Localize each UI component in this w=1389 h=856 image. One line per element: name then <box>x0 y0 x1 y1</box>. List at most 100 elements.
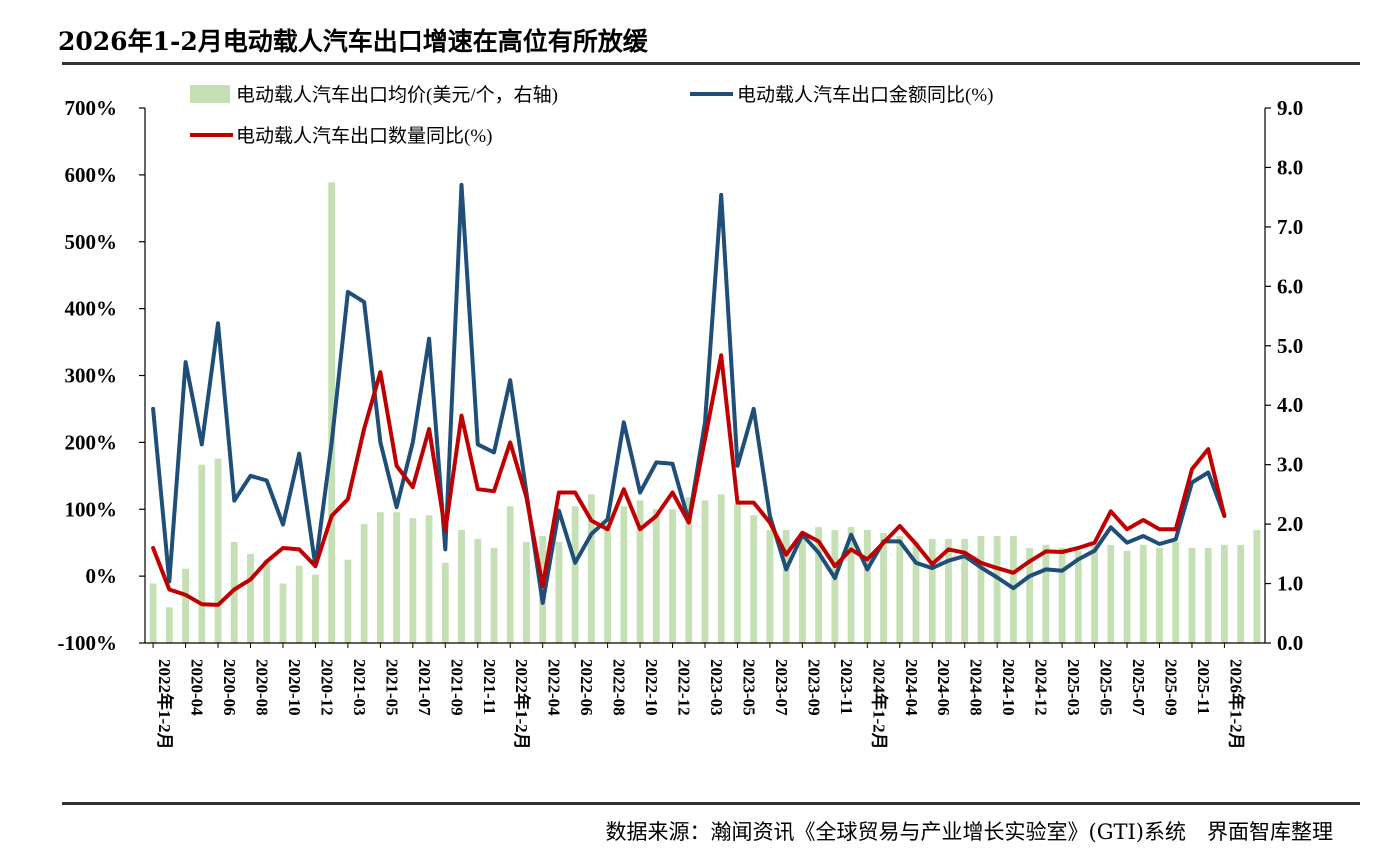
price-bar <box>587 494 595 643</box>
x-tick-label: 2021-07 <box>415 659 434 716</box>
price-bar <box>798 533 806 643</box>
y-left-tick-label: -100% <box>58 631 118 655</box>
y-right-tick-label: 1.0 <box>1277 572 1303 596</box>
price-bar <box>295 565 303 643</box>
price-bar <box>1058 547 1066 643</box>
y-left-tick-label: 700% <box>65 96 118 120</box>
price-bar <box>393 512 401 643</box>
price-bar <box>230 541 238 643</box>
source-note: 数据来源：瀚闻资讯《全球贸易与产业增长实验室》(GTI)系统 界面智库整理 <box>605 820 1333 844</box>
price-bar <box>1221 544 1228 643</box>
y-left-tick-label: 500% <box>65 230 118 254</box>
price-bar <box>1026 547 1034 643</box>
y-right-tick-label: 3.0 <box>1277 453 1303 477</box>
ticks-layer: -100% 0% 100% 200% 300% 400% 500% 600% 700% 0.0 1.… <box>58 96 1304 750</box>
price-bar <box>458 530 465 643</box>
x-tick-label: 2020-10 <box>285 659 304 716</box>
price-bar <box>149 583 157 643</box>
price-bar <box>880 533 887 643</box>
y-left-tick-label: 400% <box>65 297 118 321</box>
x-tick-label: 2025-07 <box>1129 659 1148 716</box>
price-bar <box>896 536 904 643</box>
x-tick-label: 2022-04 <box>545 659 564 716</box>
price-bar <box>425 515 433 643</box>
price-bar <box>636 500 644 643</box>
y-left-tick-label: 0% <box>86 564 118 588</box>
price-bar <box>1042 544 1050 643</box>
bottom-rule <box>62 802 1360 805</box>
price-bar <box>441 562 449 643</box>
x-tick-label: 2024-12 <box>1032 659 1051 716</box>
price-bar <box>831 530 839 643</box>
legend-label-quantity-yoy: 电动载人汽车出口数量同比(%) <box>236 125 492 147</box>
price-bar <box>734 503 741 643</box>
price-bar <box>1188 547 1196 643</box>
price-bar <box>717 494 725 643</box>
price-bar <box>247 553 254 643</box>
price-bar <box>945 538 952 643</box>
y-right-tick-label: 8.0 <box>1277 155 1303 179</box>
price-bar <box>961 538 969 643</box>
price-bar <box>1107 544 1115 643</box>
y-left-tick-label: 300% <box>65 364 118 388</box>
x-tick-label: 2025-09 <box>1161 659 1180 716</box>
legend-label-avg-price: 电动载人汽车出口均价(美元/个，右轴) <box>236 84 558 106</box>
x-tick-label: 2024-04 <box>902 659 921 716</box>
price-bar <box>766 530 774 643</box>
x-tick-label: 2021-09 <box>447 659 466 716</box>
y-right-tick-label: 5.0 <box>1277 334 1303 358</box>
price-bar <box>344 559 352 643</box>
y-right-tick-label: 7.0 <box>1277 215 1303 239</box>
price-bar <box>409 518 417 643</box>
price-bar <box>847 527 855 643</box>
price-bar <box>993 536 1001 643</box>
x-tick-label: 2023-05 <box>739 659 758 716</box>
top-rule <box>62 62 1360 65</box>
x-tick-label: 2021-03 <box>350 659 369 716</box>
quantity-yoy-line <box>151 353 1227 607</box>
x-tick-label: 2024-08 <box>967 659 986 716</box>
legend-label-amount-yoy: 电动载人汽车出口金额同比(%) <box>737 84 993 106</box>
price-bar <box>328 182 336 644</box>
x-tick-label: 2022-08 <box>610 659 629 716</box>
x-tick-label: 2022年1-2月 <box>155 659 175 750</box>
x-tick-label: 2022-10 <box>642 659 661 716</box>
price-bar <box>312 574 319 643</box>
price-bar <box>1156 547 1163 643</box>
price-bar <box>912 541 920 643</box>
price-bar <box>863 530 871 643</box>
price-bar <box>669 509 676 643</box>
price-bar <box>214 458 222 643</box>
price-bar <box>928 538 936 643</box>
x-tick-label: 2021-11 <box>480 659 499 715</box>
x-tick-label: 2021-05 <box>382 659 401 716</box>
price-bar <box>977 536 985 643</box>
x-tick-label: 2020-12 <box>317 659 336 716</box>
price-bar <box>701 500 709 643</box>
x-tick-label: 2023-07 <box>772 659 791 716</box>
price-bar <box>182 568 189 643</box>
x-tick-label: 2025-05 <box>1097 659 1116 716</box>
price-bar <box>165 607 173 643</box>
price-bar <box>1253 530 1261 643</box>
chart: -100% 0% 100% 200% 300% 400% 500% 600% 700% 0.0 1.… <box>58 84 1304 750</box>
x-tick-label: 2023-09 <box>804 659 823 716</box>
legend-swatch-avg-price <box>190 85 230 103</box>
y-left-tick-label: 100% <box>65 497 118 521</box>
x-tick-label: 2022-12 <box>675 659 694 716</box>
y-right-tick-label: 9.0 <box>1277 96 1303 120</box>
legend: 电动载人汽车出口均价(美元/个，右轴) 电动载人汽车出口金额同比(%) 电动载人… <box>190 84 993 147</box>
price-bar <box>1237 544 1245 643</box>
price-bar <box>279 583 287 643</box>
x-tick-label: 2024年1-2月 <box>869 659 889 750</box>
price-bar <box>750 515 758 643</box>
price-bar <box>652 509 660 643</box>
price-bar <box>198 464 206 643</box>
price-bar <box>523 541 530 643</box>
price-bar <box>555 541 563 643</box>
x-tick-label: 2024-06 <box>934 659 953 716</box>
price-bar <box>1139 544 1147 643</box>
x-tick-label: 2022年1-2月 <box>512 659 532 750</box>
price-bar <box>1172 541 1180 643</box>
x-tick-label: 2023-11 <box>837 659 856 715</box>
